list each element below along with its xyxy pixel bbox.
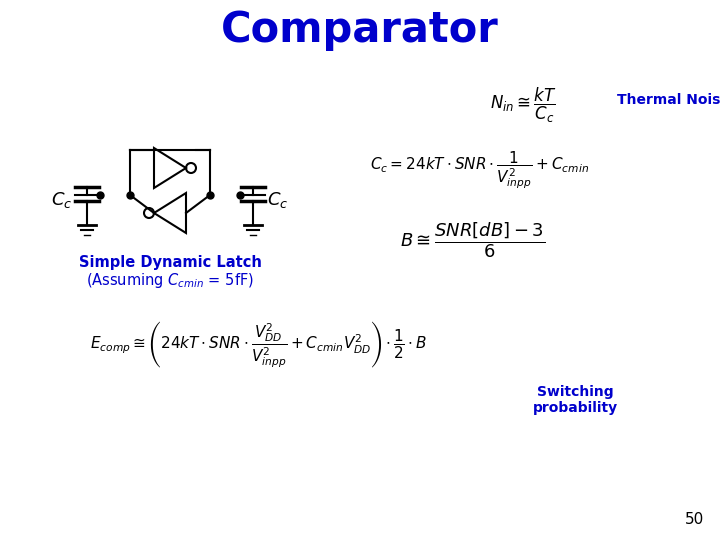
Text: Switching
probability: Switching probability bbox=[532, 385, 618, 415]
Text: $B \cong \dfrac{SNR[dB]-3}{6}$: $B \cong \dfrac{SNR[dB]-3}{6}$ bbox=[400, 220, 545, 260]
Text: $C_c$: $C_c$ bbox=[267, 190, 289, 210]
Text: Simple Dynamic Latch: Simple Dynamic Latch bbox=[78, 254, 261, 269]
Text: $C_c = 24kT \cdot SNR \cdot \dfrac{1}{V_{inpp}^{2}} + C_{cmin}$: $C_c = 24kT \cdot SNR \cdot \dfrac{1}{V_… bbox=[370, 149, 589, 191]
Text: $C_c$: $C_c$ bbox=[51, 190, 73, 210]
Text: 50: 50 bbox=[685, 512, 705, 528]
Text: Thermal Noise: Thermal Noise bbox=[617, 93, 720, 107]
Text: (Assuming $C_{cmin}$ = 5fF): (Assuming $C_{cmin}$ = 5fF) bbox=[86, 271, 254, 289]
Text: $E_{comp} \cong \left(24kT \cdot SNR \cdot \dfrac{V_{DD}^{2}}{V_{inpp}^{2}} + C_: $E_{comp} \cong \left(24kT \cdot SNR \cd… bbox=[90, 320, 427, 370]
Text: $N_{in} \cong \dfrac{kT}{C_c}$: $N_{in} \cong \dfrac{kT}{C_c}$ bbox=[490, 85, 557, 125]
Text: Comparator: Comparator bbox=[221, 9, 499, 51]
